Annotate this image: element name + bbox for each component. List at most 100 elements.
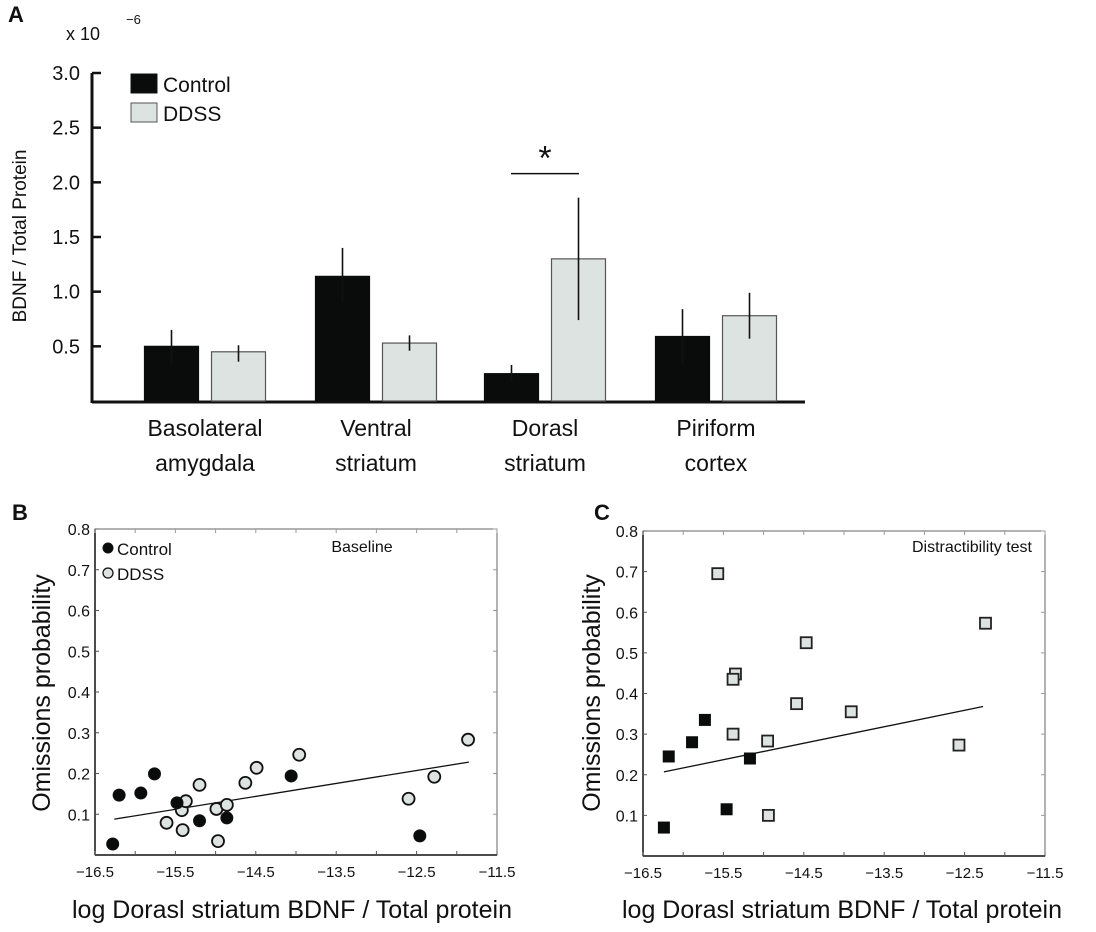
category-label: Piriform [676, 415, 755, 441]
y-tick-label: 1.0 [52, 282, 80, 304]
x-axis-label: log Dorasl striatum BDNF / Total protein [72, 896, 512, 924]
y-scale-label: x 10 [66, 24, 100, 44]
point-control [662, 750, 675, 763]
point-control [698, 713, 711, 726]
point-ddss [427, 769, 442, 784]
point-ddss [952, 738, 966, 752]
y-tick-label: 0.3 [616, 727, 638, 744]
y-tick-label: 0.5 [68, 644, 90, 661]
point-ddss [175, 823, 190, 838]
point-control [106, 837, 120, 851]
point-control [193, 814, 207, 828]
point-ddss [238, 775, 253, 790]
panel-label-b: B [12, 500, 28, 525]
category-label: Basolateral [147, 415, 262, 441]
y-tick-label: 0.2 [616, 768, 638, 785]
y-tick-label: 0.1 [68, 807, 90, 824]
point-control [220, 811, 234, 825]
point-ddss [192, 778, 207, 792]
point-ddss [249, 760, 264, 775]
point-ddss [219, 797, 234, 812]
y-tick-label: 0.8 [68, 522, 90, 539]
point-control [720, 803, 733, 816]
plot-frame [642, 530, 1046, 857]
y-scale-exponent: −6 [126, 12, 141, 27]
point-control [413, 829, 427, 843]
point-ddss [461, 732, 475, 747]
y-tick-label: 0.4 [68, 685, 90, 702]
y-axis-label: Omissions probability [28, 574, 56, 812]
point-ddss [726, 727, 740, 741]
panel-c-scatter: Distractibility test Omissions probabili… [578, 524, 1063, 924]
legend-marker-control [102, 542, 114, 554]
point-control [147, 767, 161, 781]
significance-star: * [538, 140, 551, 178]
y-tick-label: 0.2 [68, 767, 90, 784]
x-tick-label: −15.5 [156, 864, 194, 881]
y-tick-label: 3.0 [52, 63, 80, 85]
legend-label-ddss: DDSS [163, 103, 221, 126]
y-tick-label: 0.4 [616, 687, 638, 704]
y-tick-label: 0.6 [68, 604, 90, 621]
x-tick-label: −11.5 [479, 864, 516, 881]
y-axis-label: Omissions probability [578, 574, 606, 812]
category-label: Dorasl [512, 415, 578, 441]
point-ddss [761, 734, 775, 748]
category-label: amygdala [155, 450, 255, 476]
category-label: Ventral [340, 415, 412, 441]
point-control [134, 786, 148, 800]
point-ddss [711, 567, 725, 581]
x-tick-label: −13.5 [865, 865, 903, 882]
point-ddss [762, 808, 775, 822]
point-ddss [159, 815, 174, 830]
y-tick-label: 0.8 [616, 524, 638, 541]
legend-swatch-control [130, 73, 158, 94]
point-control [284, 769, 298, 783]
panel-label-c: C [594, 500, 610, 525]
y-tick-label: 1.5 [52, 227, 80, 249]
legend-label-ddss: DDSS [117, 565, 164, 584]
point-ddss [211, 834, 225, 849]
point-control [112, 788, 126, 802]
panel-c-title: Distractibility test [912, 539, 1033, 556]
y-tick-label: 0.6 [616, 605, 638, 622]
x-tick-label: −16.5 [624, 865, 662, 882]
y-tick-label: 0.3 [68, 726, 90, 743]
point-ddss [292, 747, 307, 762]
point-ddss [844, 705, 858, 719]
panel-a-bar-chart: x 10 −6 BDNF / Total Protein 0.5 1.0 1.5 2.… [10, 12, 805, 476]
y-tick-label: 0.1 [616, 808, 638, 825]
y-tick-label: 0.5 [616, 646, 638, 663]
point-ddss [799, 636, 813, 650]
point-control [170, 796, 184, 810]
point-ddss [790, 697, 803, 711]
legend-swatch-ddss [130, 102, 158, 123]
bar-ddss-1 [381, 342, 438, 402]
x-axis-label: log Dorasl striatum BDNF / Total protein [622, 896, 1062, 924]
point-ddss [726, 672, 740, 686]
point-control [686, 736, 699, 749]
legend-label-control: Control [163, 74, 231, 97]
y-tick-label: 2.5 [52, 118, 80, 140]
legend-marker-ddss [102, 567, 114, 579]
panel-b-title: Baseline [331, 539, 392, 556]
x-tick-label: −13.5 [317, 864, 355, 881]
x-tick-label: −14.5 [785, 865, 823, 882]
x-tick-label: −12.5 [946, 865, 984, 882]
x-tick-label: −16.5 [76, 864, 114, 881]
point-control [657, 821, 670, 834]
category-label: striatum [504, 450, 586, 476]
point-ddss [979, 616, 992, 630]
legend-label-control: Control [117, 540, 172, 559]
y-tick-label: 0.5 [52, 336, 80, 358]
panel-b-scatter: Baseline Omissions probability log Doras… [28, 522, 515, 924]
panel-label-a: A [8, 2, 24, 27]
x-tick-label: −11.5 [1027, 865, 1064, 882]
regression-line [114, 761, 469, 820]
y-tick-label: 2.0 [52, 172, 80, 194]
regression-line [663, 705, 984, 773]
bar-control-2 [483, 373, 540, 402]
x-tick-label: −15.5 [704, 865, 742, 882]
y-tick-label: 0.7 [68, 563, 90, 580]
x-tick-label: −12.5 [398, 864, 436, 881]
